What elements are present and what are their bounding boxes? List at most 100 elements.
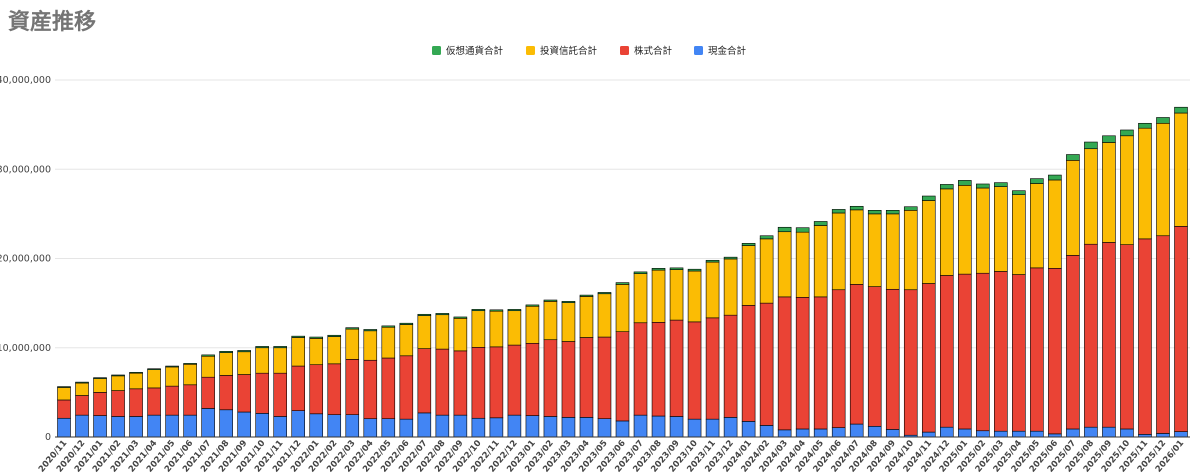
bar-segment: [561, 417, 576, 438]
bar-segment: [723, 256, 738, 260]
bar-segment: [1138, 127, 1152, 240]
bar-stack: [1138, 122, 1152, 438]
bar-stack: [615, 282, 630, 438]
bar-segment: [165, 366, 179, 387]
bar-segment: [453, 350, 468, 416]
bar-segment: [327, 363, 342, 415]
bar-segment: [129, 371, 143, 374]
bar-segment: [741, 243, 756, 246]
bar-segment: [471, 310, 486, 348]
bar-stack: [417, 313, 432, 438]
bar-stack: [57, 386, 71, 438]
chart-title: 資産推移: [8, 10, 97, 35]
bar-segment: [741, 421, 756, 438]
bar-segment: [885, 210, 900, 215]
bar-segment: [687, 270, 702, 323]
bar-stack: [147, 368, 161, 438]
bar-segment: [597, 336, 612, 420]
bar-segment: [1102, 242, 1116, 428]
bar-stack: [1012, 190, 1026, 438]
bar-segment: [363, 329, 378, 332]
bar-stack: [921, 195, 936, 438]
bar-segment: [363, 418, 378, 438]
legend: 仮想通貨合計 投資信託合計 株式合計 現金合計: [432, 45, 747, 57]
bar-segment: [57, 399, 71, 419]
bar-segment: [777, 296, 792, 431]
bar-stack: [723, 256, 738, 438]
bar-segment: [93, 377, 107, 379]
bar-stack: [687, 268, 702, 438]
bar-segment: [1066, 255, 1080, 430]
bar-segment: [633, 271, 648, 274]
bar-segment: [525, 415, 540, 438]
bar-segment: [489, 310, 504, 348]
bar-segment: [219, 375, 233, 411]
bar-stack: [345, 327, 360, 438]
bar-segment: [183, 363, 197, 365]
bar-stack: [579, 294, 594, 438]
bar-segment: [57, 386, 71, 388]
bar-stack: [471, 309, 486, 438]
bar-stack: [1102, 135, 1116, 438]
bar-segment: [435, 314, 450, 350]
bar-segment: [1012, 190, 1026, 195]
legend-item: 現金合計: [694, 45, 747, 57]
bar-stack: [165, 365, 179, 438]
bar-segment: [1066, 154, 1080, 161]
bar-segment: [291, 335, 306, 338]
bar-segment: [705, 259, 720, 263]
bar-segment: [633, 322, 648, 416]
bar-segment: [903, 289, 918, 436]
bar-stack: [849, 205, 864, 438]
bar-segment: [237, 350, 251, 353]
bar-segment: [147, 387, 161, 416]
bar-stack: [1066, 154, 1080, 438]
bar-segment: [57, 417, 71, 438]
bar-segment: [1120, 135, 1134, 245]
bar-segment: [994, 182, 1008, 187]
bar-segment: [543, 416, 558, 438]
bar-segment: [579, 294, 594, 297]
bar-segment: [849, 209, 864, 285]
bar-segment: [471, 309, 486, 312]
bar-segment: [147, 368, 161, 370]
bar-stack: [741, 243, 756, 438]
bar-segment: [1138, 122, 1152, 129]
bar-stack: [525, 304, 540, 438]
bar-segment: [327, 414, 342, 438]
y-tick-label: 20,000,000: [0, 254, 51, 265]
bar-segment: [201, 354, 215, 357]
bar-segment: [1084, 243, 1098, 428]
bar-segment: [345, 359, 360, 415]
bar-segment: [579, 296, 594, 338]
bar-segment: [921, 431, 936, 438]
bar-segment: [291, 410, 306, 438]
bar-segment: [507, 310, 522, 346]
y-tick-label: 40,000,000: [0, 75, 51, 86]
bar-stack: [489, 309, 504, 438]
legend-label: 仮想通貨合計: [446, 45, 504, 57]
bar-segment: [381, 326, 396, 359]
bar-segment: [417, 412, 432, 438]
bar-segment: [976, 272, 990, 432]
bar-segment: [147, 414, 161, 438]
bar-segment: [255, 346, 269, 349]
bar-segment: [57, 387, 71, 401]
bar-segment: [327, 334, 342, 337]
bar-stack: [111, 374, 125, 438]
bar-segment: [1012, 430, 1026, 438]
bar-segment: [687, 418, 702, 438]
bar-stack: [994, 182, 1008, 438]
bar-segment: [183, 363, 197, 386]
bar-segment: [885, 429, 900, 438]
bar-segment: [255, 413, 269, 438]
bar-segment: [615, 331, 630, 422]
bar-stack: [759, 235, 774, 438]
bar-segment: [615, 282, 630, 285]
bar-segment: [723, 417, 738, 438]
bar-segment: [633, 273, 648, 324]
bar-segment: [958, 428, 972, 438]
bar-segment: [93, 378, 107, 393]
bar-segment: [1120, 129, 1134, 137]
bar-segment: [129, 416, 143, 438]
